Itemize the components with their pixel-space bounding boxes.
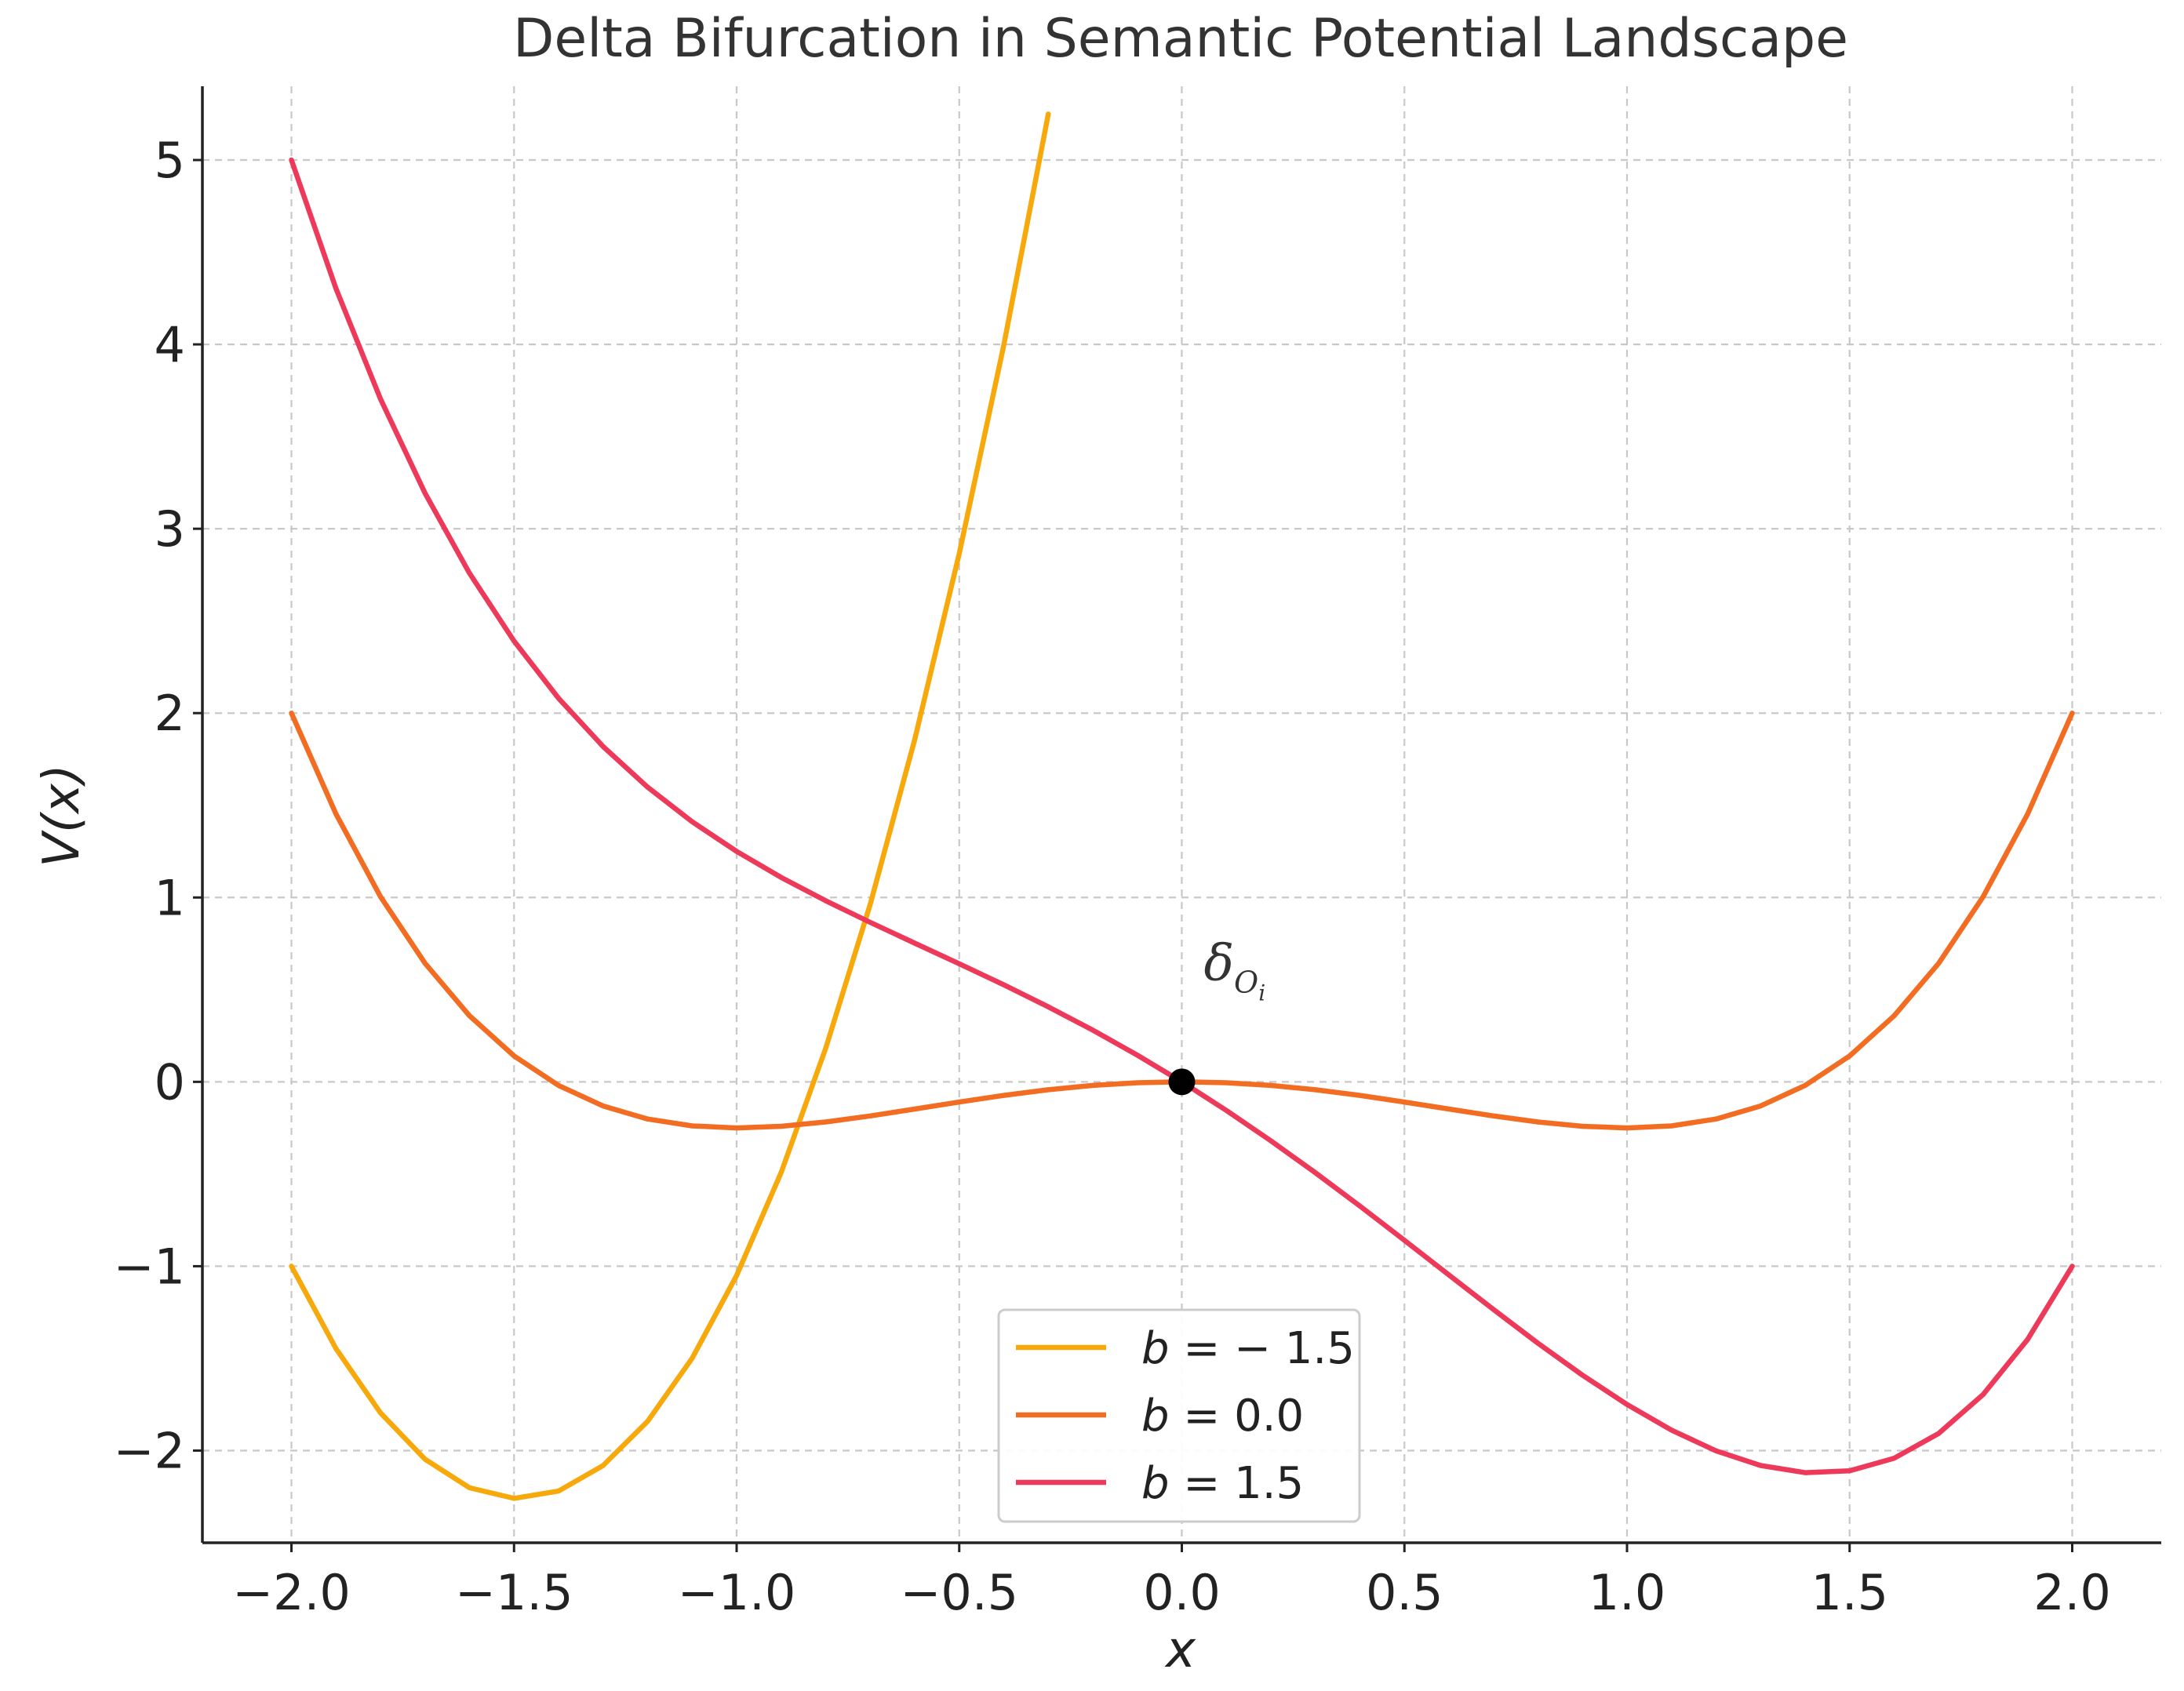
x-tick-label: 1.0 xyxy=(1589,1564,1666,1621)
grid xyxy=(202,86,2161,1543)
x-tick-label: −0.5 xyxy=(900,1564,1018,1621)
x-tick-label: 2.0 xyxy=(2033,1564,2111,1621)
annotation-label-subsub: i xyxy=(1258,980,1265,1006)
y-tick-label: 5 xyxy=(155,132,185,189)
legend-label-var: b xyxy=(1141,1323,1170,1374)
x-tick-label: 1.5 xyxy=(1811,1564,1888,1621)
annotation-group: δOi xyxy=(1168,934,1266,1096)
annotation-label: δOi xyxy=(1204,934,1266,1006)
legend-items: b = − 1.5b = 0.0b = 1.5 xyxy=(1016,1323,1355,1509)
legend: b = − 1.5b = 0.0b = 1.5 xyxy=(997,1308,1361,1523)
y-tick-label: 2 xyxy=(155,685,185,742)
legend-label-var: b xyxy=(1141,1391,1170,1442)
legend-label-2: b = 1.5 xyxy=(1141,1458,1304,1509)
legend-label-value: = 1.5 xyxy=(1170,1458,1305,1509)
legend-label-value: = 0.0 xyxy=(1170,1391,1305,1442)
y-tick-label: −2 xyxy=(114,1422,185,1479)
y-tick-label: −1 xyxy=(114,1238,185,1295)
legend-label-1: b = 0.0 xyxy=(1141,1391,1304,1442)
y-tick-label: 3 xyxy=(155,500,185,558)
x-axis-label: x xyxy=(1164,1621,1196,1679)
y-tick-label: 1 xyxy=(155,869,185,926)
x-tick-label: 0.0 xyxy=(1143,1564,1221,1621)
x-tick-label: 0.5 xyxy=(1366,1564,1443,1621)
series-line-0 xyxy=(289,111,1051,1501)
legend-label-var: b xyxy=(1141,1458,1170,1509)
annotation-marker xyxy=(1168,1068,1196,1096)
legend-label-0: b = − 1.5 xyxy=(1141,1323,1355,1374)
x-tick-label: −1.0 xyxy=(678,1564,796,1621)
x-tick-label: −2.0 xyxy=(232,1564,351,1621)
y-axis-label: V(x) xyxy=(33,764,91,867)
y-tick-label: 0 xyxy=(155,1053,185,1111)
chart-title: Delta Bifurcation in Semantic Potential … xyxy=(513,8,1848,70)
x-tick-label: −1.5 xyxy=(455,1564,573,1621)
annotation-label-main: δ xyxy=(1204,934,1235,992)
y-tick-label: 4 xyxy=(155,316,185,373)
x-axis-ticks: −2.0 −1.5 −1.0 −0.5 0.0 0.5 1.0 1.5 2.0 xyxy=(232,1543,2111,1621)
legend-box xyxy=(997,1308,1361,1523)
y-axis-ticks: −2 −1 0 1 2 3 4 5 xyxy=(114,132,202,1479)
legend-label-value: = − 1.5 xyxy=(1170,1323,1355,1374)
annotation-label-sub: O xyxy=(1234,965,1258,999)
